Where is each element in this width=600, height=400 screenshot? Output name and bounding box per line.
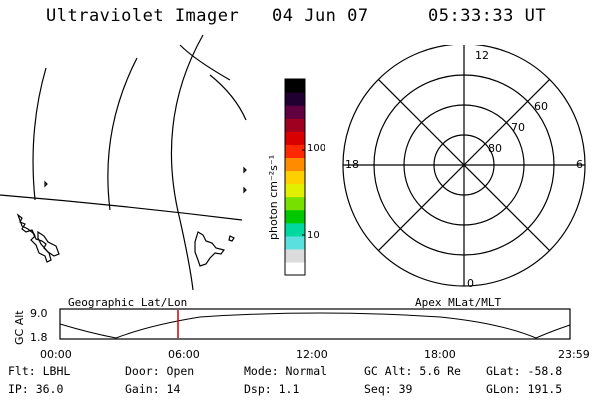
coastline [243, 166, 247, 174]
mlt-label-0: 0 [467, 277, 474, 290]
apex-label: Apex MLat/MLT [415, 296, 502, 309]
colorbar-segment [285, 79, 305, 93]
coastline [37, 230, 60, 257]
seq-info: Seq: 39 [364, 382, 413, 396]
lat-label-80: 80 [488, 142, 502, 155]
mlt-label-18: 18 [345, 158, 359, 171]
time-label: 05:33:33 UT [428, 6, 547, 26]
lat-label-70: 70 [511, 121, 525, 134]
coastline [44, 180, 48, 188]
ip-info: IP: 36.0 [8, 382, 64, 396]
colorbar-segment [285, 222, 305, 237]
latitude-arc [209, 74, 247, 121]
colorbar-unit-label: photon cm⁻²s⁻¹ [267, 155, 280, 240]
colorbar-segment [285, 183, 305, 198]
latitude-line [0, 194, 243, 221]
coastline [16, 213, 52, 263]
time-tick-1200: 12:00 [296, 348, 328, 361]
colorbar-segment [285, 118, 305, 132]
date-label: 04 Jun 07 [272, 6, 369, 26]
door-info: Door: Open [125, 364, 195, 378]
mode-info: Mode: Normal [244, 364, 328, 378]
altitude-plot: GC Alt 9.0 1.8 00:00 06:00 12:00 18:00 2… [13, 307, 590, 361]
longitude-line [170, 34, 204, 291]
colorbar-segment [285, 248, 305, 263]
glat-info: GLat: -58.8 [486, 364, 563, 378]
coastline [228, 235, 235, 242]
filter-info: Flt: LBHL [8, 364, 71, 378]
colorbar-segment [285, 105, 305, 119]
colorbar: photon cm⁻²s⁻¹ 100 10 [267, 78, 325, 276]
colorbar-segment [285, 170, 305, 185]
altitude-tick-1.8: 1.8 [30, 331, 48, 344]
colorbar-segment [285, 261, 305, 276]
longitude-line [32, 67, 47, 201]
instrument-title: Ultraviolet Imager [46, 6, 240, 26]
colorbar-segment [285, 235, 305, 250]
dsp-info: Dsp: 1.1 [244, 382, 300, 396]
colorbar-tick-100: 100 [307, 143, 325, 154]
lat-label-60: 60 [534, 100, 548, 113]
altitude-curve [59, 312, 571, 339]
colorbar-segment [285, 92, 305, 106]
polar-diagonal [377, 78, 551, 252]
colorbar-segment [285, 157, 305, 172]
time-tick-2359: 23:59 [558, 348, 590, 361]
colorbar-gradient [285, 79, 305, 276]
coastline [243, 186, 247, 194]
time-tick-0000: 00:00 [40, 348, 72, 361]
geographic-label: Geographic Lat/Lon [68, 296, 188, 309]
gc-alt-info: GC Alt: 5.6 Re [364, 364, 461, 378]
colorbar-segment [285, 131, 305, 145]
colorbar-segment [285, 209, 305, 224]
polar-plot: 12 18 6 0 80 70 60 [342, 45, 586, 290]
glon-info: GLon: 191.5 [486, 382, 563, 396]
altitude-tick-9: 9.0 [30, 307, 48, 320]
time-tick-0600: 06:00 [168, 348, 200, 361]
longitude-line [107, 57, 138, 211]
coastline [194, 231, 226, 267]
altitude-axis-label: GC Alt [13, 310, 26, 345]
gain-info: Gain: 14 [125, 382, 181, 396]
mlt-label-12: 12 [475, 49, 489, 62]
time-tick-1800: 18:00 [424, 348, 456, 361]
colorbar-segment [285, 144, 305, 158]
latitude-arc [179, 44, 231, 81]
colorbar-segment [285, 196, 305, 211]
mlt-label-6: 6 [576, 158, 583, 171]
colorbar-tick-10: 10 [307, 230, 320, 241]
